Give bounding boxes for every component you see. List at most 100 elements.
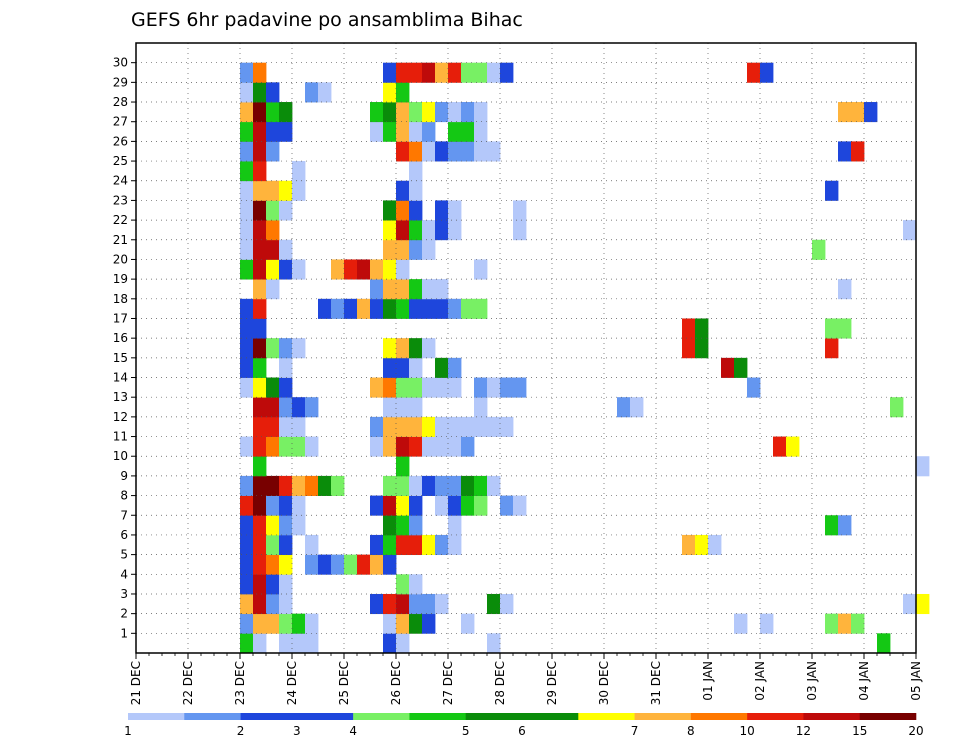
heatmap-cell <box>409 515 423 536</box>
heatmap-cell <box>734 357 748 378</box>
heatmap-cell <box>838 318 852 339</box>
heatmap-cell <box>240 633 254 654</box>
heatmap-cell <box>695 318 709 339</box>
heatmap-cell <box>409 416 423 437</box>
y-tick-label: 29 <box>113 75 128 89</box>
heatmap-cell <box>253 338 267 359</box>
heatmap-cell <box>253 220 267 241</box>
heatmap-cell <box>253 180 267 201</box>
heatmap-cell <box>370 298 384 319</box>
heatmap-cell <box>253 357 267 378</box>
heatmap-cell <box>695 534 709 556</box>
heatmap-cell <box>396 515 410 536</box>
heatmap-cell <box>370 534 384 556</box>
heatmap-cell <box>409 613 423 634</box>
colorbar-label: 20 <box>908 724 923 738</box>
heatmap-cell <box>279 239 293 260</box>
heatmap-cell <box>383 397 397 418</box>
heatmap-cell <box>318 475 332 496</box>
heatmap-cell <box>422 298 436 319</box>
heatmap-cell <box>240 515 254 536</box>
heatmap-cell <box>266 416 280 437</box>
heatmap-cell <box>240 161 254 182</box>
heatmap-cell <box>825 338 839 359</box>
heatmap-cell <box>396 397 410 418</box>
heatmap-cell <box>500 495 514 516</box>
heatmap-cell <box>266 397 280 418</box>
heatmap-cell <box>253 613 267 634</box>
heatmap-cell <box>773 436 787 457</box>
heatmap-cell <box>461 102 475 123</box>
heatmap-cell <box>825 318 839 339</box>
heatmap-cell <box>422 475 436 496</box>
heatmap-cell <box>383 259 397 280</box>
heatmap-cell <box>435 102 449 123</box>
heatmap-cell <box>734 613 748 634</box>
heatmap-cell <box>253 436 267 457</box>
heatmap-cell <box>279 259 293 280</box>
heatmap-cell <box>240 495 254 516</box>
colorbar-label: 12 <box>796 724 811 738</box>
heatmap-cell <box>474 377 488 398</box>
heatmap-cell <box>435 377 449 398</box>
heatmap-cell <box>253 82 267 103</box>
heatmap-cell <box>422 62 436 83</box>
heatmap-cell <box>344 259 358 280</box>
heatmap-cell <box>292 338 306 359</box>
heatmap-cell <box>240 180 254 201</box>
heatmap-cell <box>279 102 293 123</box>
heatmap-cell <box>461 121 475 142</box>
heatmap-cell <box>903 220 917 241</box>
heatmap-cell <box>240 259 254 280</box>
heatmap-cell <box>448 357 462 378</box>
heatmap-cell <box>812 239 826 260</box>
heatmap-cell <box>409 298 423 319</box>
heatmap-cell <box>305 534 319 556</box>
heatmap-cell <box>396 102 410 123</box>
heatmap-cell <box>240 239 254 260</box>
heatmap-cell <box>851 141 865 162</box>
heatmap-cell <box>890 397 904 418</box>
heatmap-cell <box>279 377 293 398</box>
heatmap-cell <box>240 102 254 123</box>
heatmap-cell <box>448 121 462 142</box>
heatmap-cell <box>916 456 930 477</box>
heatmap-cell <box>630 397 644 418</box>
heatmap-cell <box>396 574 410 595</box>
heatmap-cell <box>266 82 280 103</box>
heatmap-cell <box>916 593 930 615</box>
heatmap-cell <box>292 475 306 496</box>
heatmap-cell <box>422 377 436 398</box>
x-tick-label: 25 DEC <box>337 661 351 705</box>
heatmap-cell <box>305 436 319 457</box>
heatmap-cell <box>253 121 267 142</box>
colorbar-label: 5 <box>462 724 470 738</box>
heatmap-cell <box>396 495 410 516</box>
heatmap-cell <box>435 436 449 457</box>
colorbar-segment <box>465 713 523 720</box>
colorbar-segment <box>634 713 692 720</box>
heatmap-cell <box>461 62 475 83</box>
heatmap-cell <box>422 141 436 162</box>
x-tick-label: 27 DEC <box>441 661 455 705</box>
heatmap-cell <box>487 377 501 398</box>
heatmap-cell <box>396 180 410 201</box>
heatmap-cell <box>435 220 449 241</box>
heatmap-cell <box>253 515 267 536</box>
y-tick-label: 7 <box>120 508 128 522</box>
heatmap-cell <box>240 613 254 634</box>
heatmap-cell <box>253 141 267 162</box>
heatmap-cell <box>500 377 514 398</box>
heatmap-cell <box>409 534 423 556</box>
heatmap-cell <box>266 574 280 595</box>
x-tick-label: 24 DEC <box>285 661 299 705</box>
heatmap-cell <box>240 593 254 615</box>
heatmap-cell <box>396 259 410 280</box>
heatmap-cell <box>240 318 254 339</box>
heatmap-cell <box>292 161 306 182</box>
colorbar-segment <box>353 713 410 720</box>
x-tick-label: 02 JAN <box>753 661 767 701</box>
heatmap-cell <box>383 554 397 575</box>
heatmap-cell <box>409 239 423 260</box>
y-tick-label: 15 <box>113 351 128 365</box>
